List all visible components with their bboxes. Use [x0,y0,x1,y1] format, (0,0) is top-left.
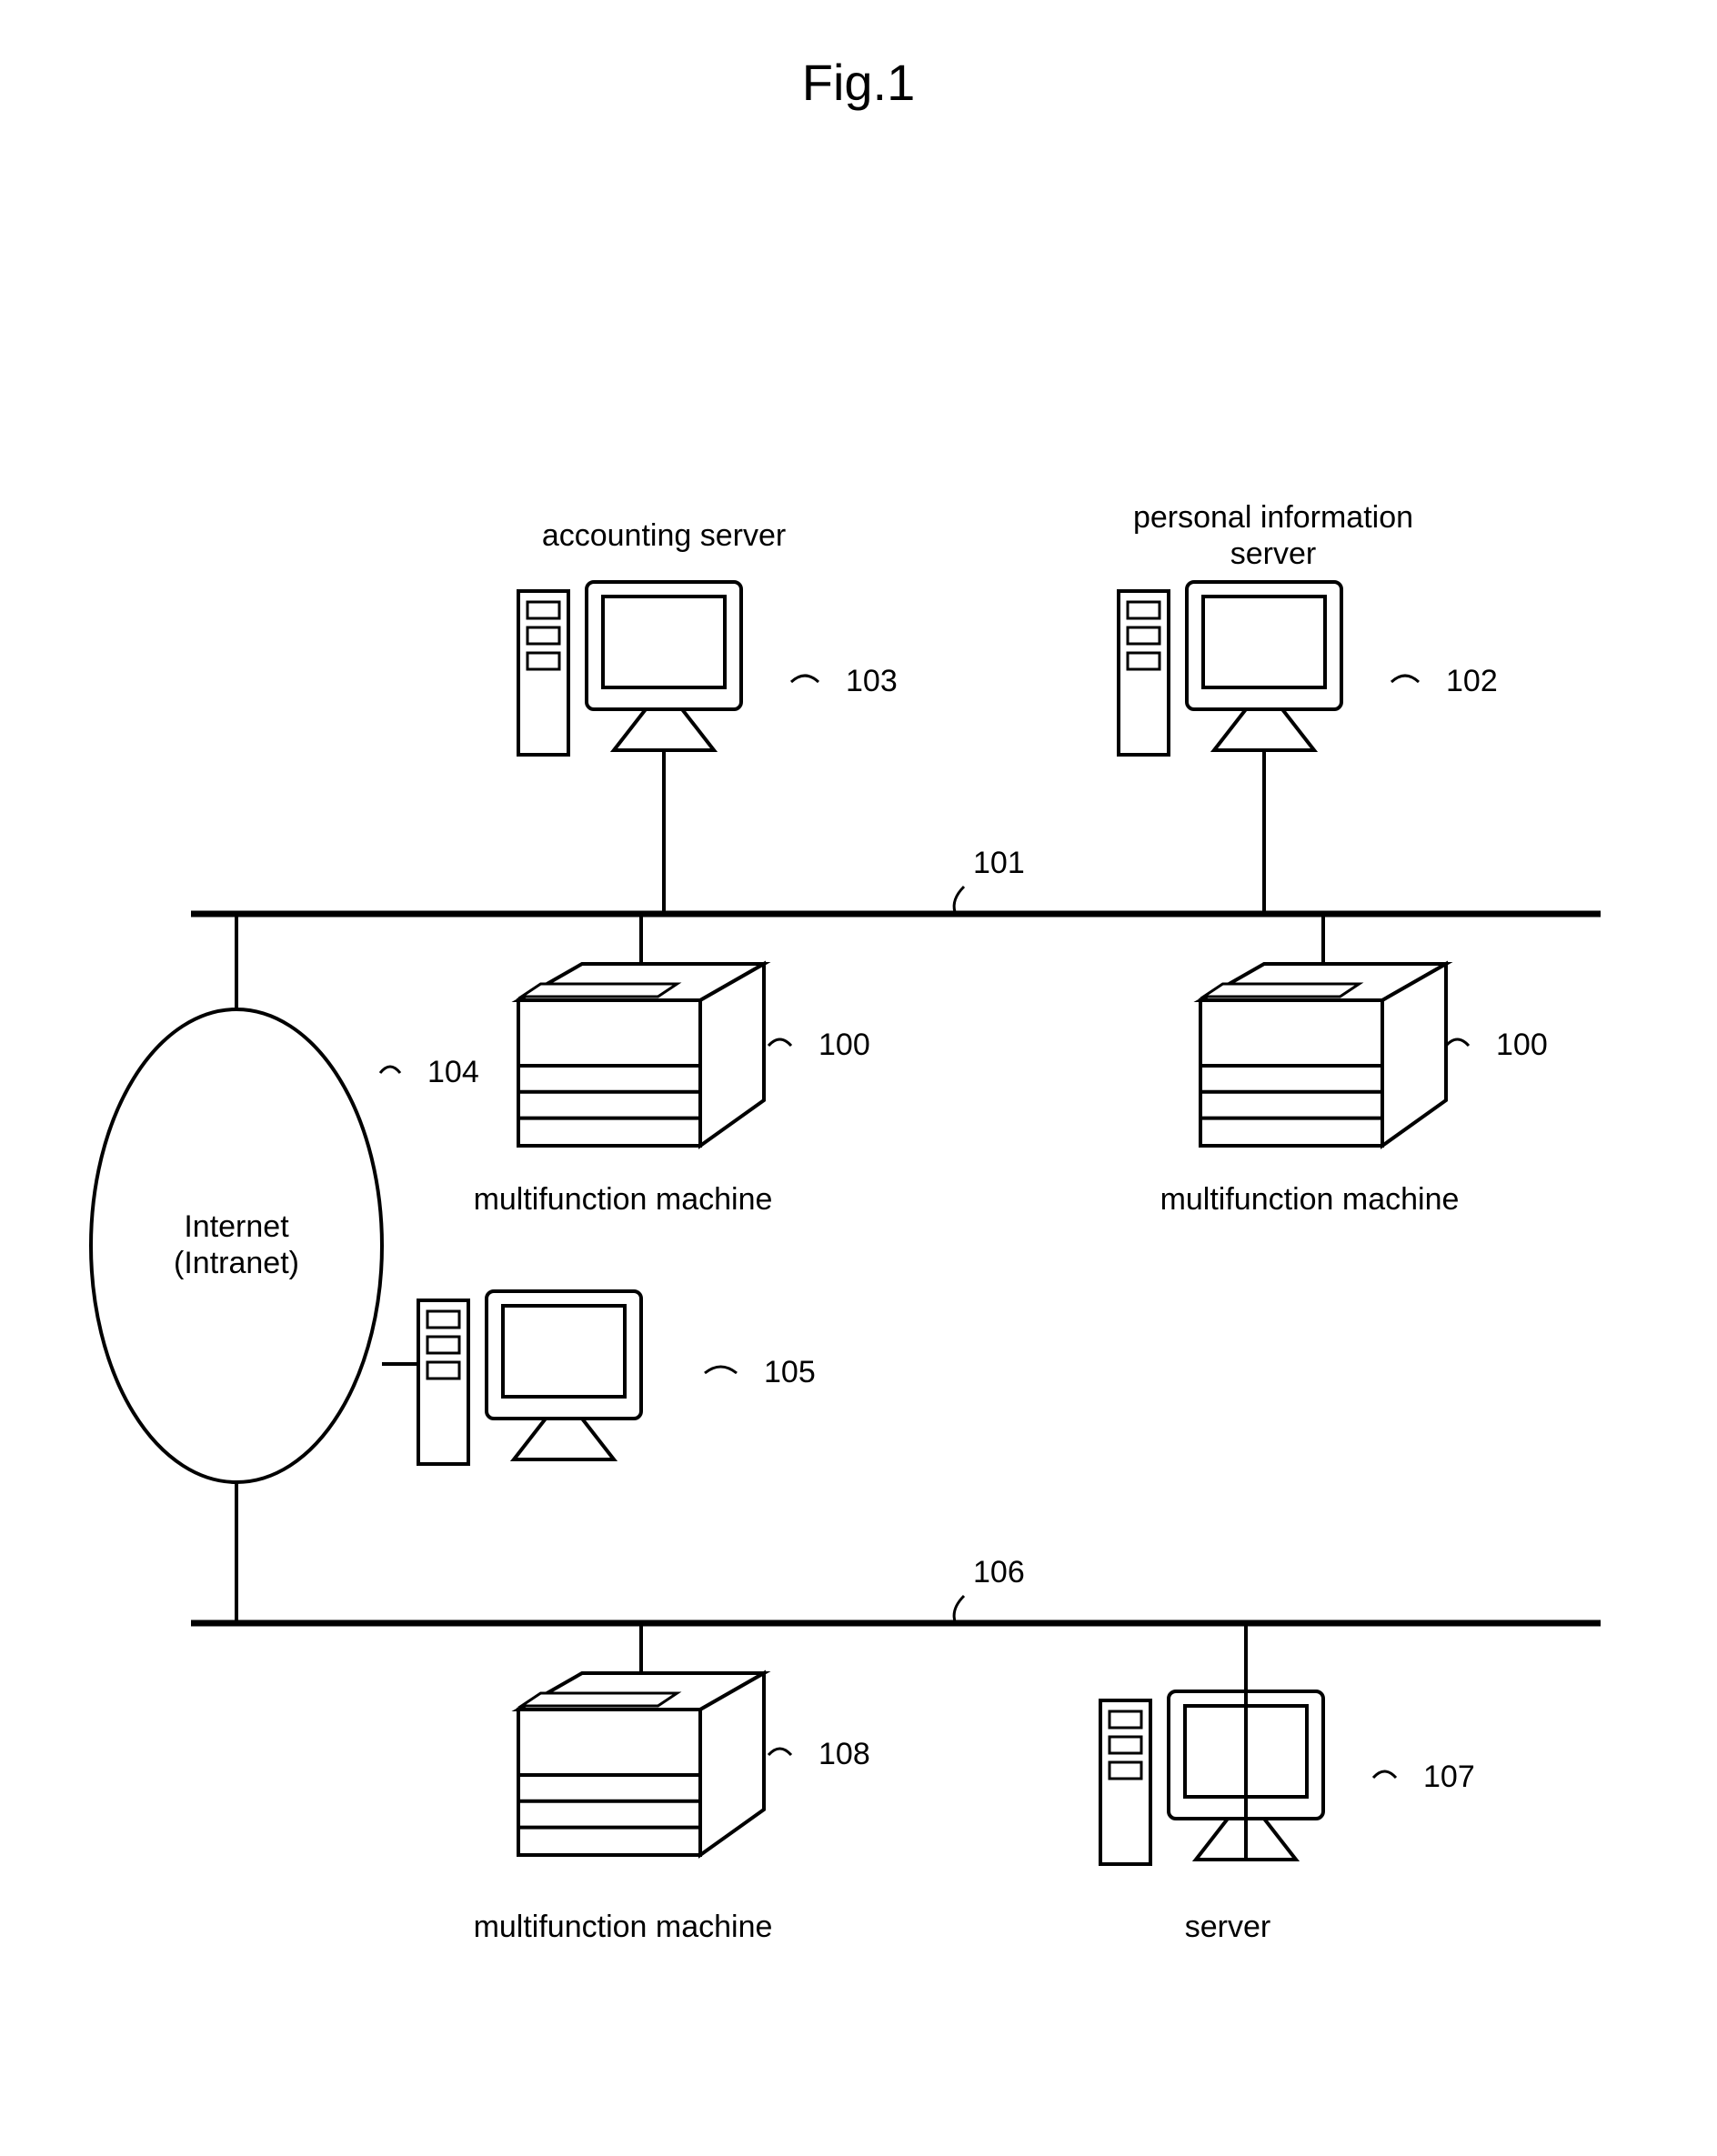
personal-info-server-label-1: personal information [1133,500,1413,535]
svg-text:104: 104 [427,1055,479,1089]
svg-text:107: 107 [1423,1760,1475,1794]
svg-text:102: 102 [1446,664,1498,698]
multifunction-machine-100b-icon [1200,964,1446,1146]
multifunction-machine-108-icon [518,1673,764,1855]
internet-label-2: (Intranet) [174,1246,299,1280]
network-diagram: Fig.1 Internet (Intranet) accounting ser… [0,0,1717,2156]
svg-text:105: 105 [764,1355,816,1389]
server-107-icon [1100,1691,1323,1864]
mfm-100a-label: multifunction machine [474,1182,773,1217]
svg-text:100: 100 [1496,1028,1548,1062]
personal-info-server-label-2: server [1230,536,1316,571]
svg-text:100: 100 [818,1028,870,1062]
workstation-105-icon [418,1291,641,1464]
personal-info-server-icon [1119,582,1341,755]
mfm-100b-label: multifunction machine [1160,1182,1460,1217]
svg-text:103: 103 [846,664,898,698]
svg-text:101: 101 [973,846,1025,880]
multifunction-machine-100a-icon [518,964,764,1146]
internet-label-1: Internet [184,1209,289,1244]
figure-title: Fig.1 [802,54,916,111]
svg-text:106: 106 [973,1555,1025,1589]
server-107-label: server [1185,1910,1270,1944]
accounting-server-label: accounting server [542,518,786,553]
svg-text:108: 108 [818,1737,870,1771]
accounting-server-icon [518,582,741,755]
mfm-108-label: multifunction machine [474,1910,773,1944]
